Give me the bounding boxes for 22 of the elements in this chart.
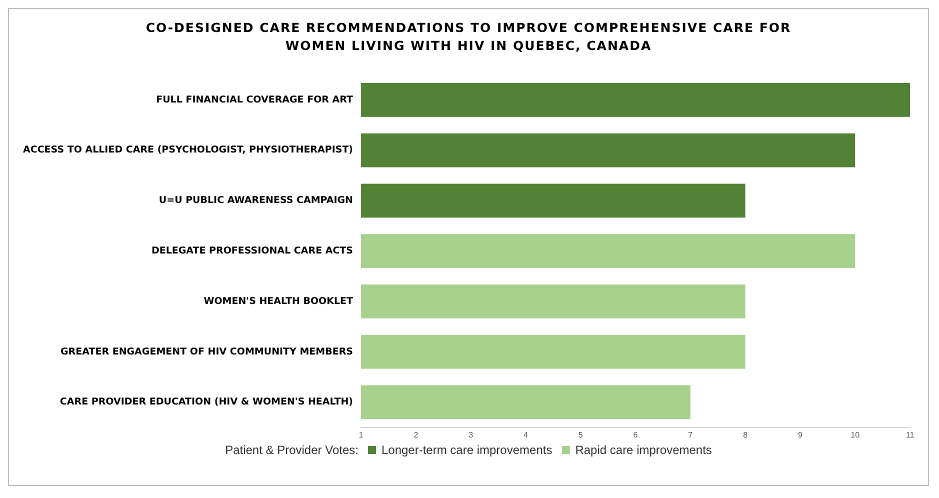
y-tick-label: DELEGATE PROFESSIONAL CARE ACTS (151, 246, 354, 257)
chart-title: CO-DESIGNED CARE RECOMMENDATIONS TO IMPROVE COMPREHENSIVE CARE FOR WOMEN LIVING WITH HIV IN QUEBEC, CANADA (144, 19, 792, 55)
x-tick-label: 5 (578, 430, 584, 440)
y-tick-label: CARE PROVIDER EDUCATION (HIV & WOMEN'S HEALTH) (60, 396, 354, 408)
legend-label: Rapid care improvements (575, 443, 712, 457)
y-tick-label: U=U PUBLIC AWARENESS CAMPAIGN (158, 195, 354, 206)
legend-title: Patient & Provider Votes: (225, 443, 358, 457)
x-tick-label: 8 (743, 430, 748, 440)
x-tick-label: 3 (468, 430, 474, 440)
x-tick-label: 1 (358, 430, 364, 440)
x-tick-label: 2 (414, 430, 419, 440)
y-tick-label: FULL FINANCIAL COVERAGE FOR ART (156, 94, 354, 106)
x-tick-label: 4 (523, 430, 528, 440)
y-tick-label: WOMEN'S HEALTH BOOKLET (204, 296, 354, 307)
x-tick-label: 6 (633, 430, 638, 440)
y-tick-label: GREATER ENGAGEMENT OF HIV COMMUNITY MEMBERS (60, 346, 354, 358)
x-tick-label: 11 (906, 430, 915, 440)
x-tick-label: 7 (688, 430, 694, 440)
x-tick-label: 10 (850, 430, 860, 440)
y-tick-label: ACCESS TO ALLIED CARE (PSYCHOLOGIST, PHYSIOTHERAPIST) (23, 144, 354, 156)
x-tick-label: 9 (798, 430, 803, 440)
legend-label: Longer-term care improvements (381, 443, 552, 457)
